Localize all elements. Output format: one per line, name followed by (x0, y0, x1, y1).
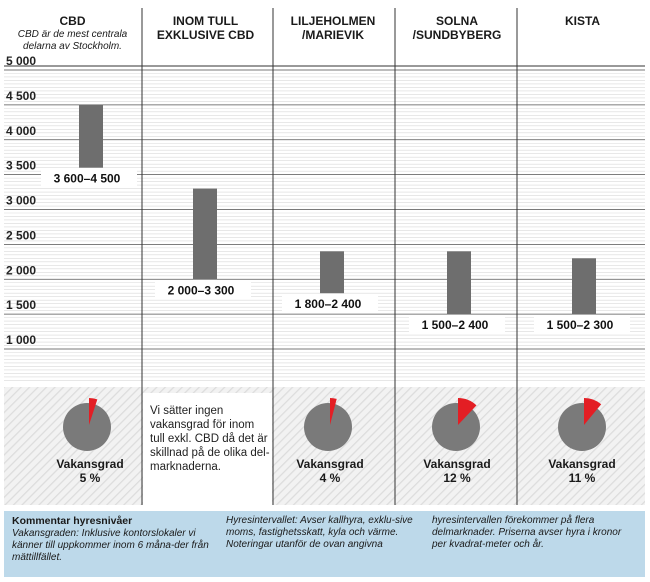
range-label-background (534, 316, 630, 334)
range-bars (79, 104, 596, 315)
vacancy-value: 11 % (568, 471, 596, 485)
vacancy-pie (432, 403, 480, 451)
range-bar (447, 251, 471, 315)
range-bar (572, 258, 596, 315)
y-tick-label: 3 000 (6, 194, 36, 208)
vacancy-slice (330, 398, 337, 425)
vacancy-pies (63, 398, 606, 451)
column-header-kista: KISTA (520, 14, 645, 28)
range-label-background (282, 295, 378, 313)
vacancy-slice (584, 398, 602, 425)
vacancy-value: 12 % (443, 471, 471, 485)
y-tick-label: 3 500 (6, 159, 36, 173)
y-tick-label: 2 500 (6, 228, 36, 242)
column-title: INOM TULL EXKLUSIVE CBD (156, 14, 255, 42)
range-label-background (409, 316, 505, 334)
range-label: 1 500–2 300 (547, 318, 614, 332)
range-labels: 3 600–4 500 2 000–3 300 1 800–2 400 1 500–2… (41, 169, 630, 334)
chart: 1 000 1 500 2 000 2 500 3 000 3 500 4 000 4 500… (4, 8, 645, 505)
range-bar (320, 251, 344, 294)
vacancy-label: Vakansgrad (296, 457, 364, 471)
column-title: SOLNA /SUNDBYBERG (412, 14, 502, 42)
y-tick-label: 2 000 (6, 263, 36, 277)
column-dividers (141, 8, 518, 505)
column-title: LILJEHOLMEN /MARIEVIK (290, 14, 376, 42)
column-header-inom-tull: INOM TULL EXKLUSIVE CBD (145, 14, 266, 42)
vacancy-label: Vakansgrad (423, 457, 491, 471)
vacancy-label-cbd: Vakansgrad 5 % (40, 457, 140, 485)
y-tick-label: 4 000 (6, 124, 36, 138)
column-header-solna: SOLNA /SUNDBYBERG (402, 14, 512, 42)
comment-title: Kommentar hyresnivåer (12, 515, 133, 527)
note-background (143, 393, 272, 505)
vacancy-label-solna: Vakansgrad 12 % (407, 457, 507, 485)
vacancy-slice (458, 398, 477, 425)
vacancy-note: Vi sätter ingen vakansgrad för inom tull… (150, 405, 270, 473)
column-title: CBD (59, 14, 86, 28)
vacancy-pie (63, 403, 111, 451)
vacancy-pie (304, 403, 352, 451)
column-subtitle: CBD är de mest centrala delarna av Stock… (17, 29, 128, 52)
comment-col2: Hyresintervallet: Avser kallhyra, exklu-… (226, 515, 413, 550)
y-tick-label: 4 500 (6, 89, 36, 103)
range-bar (79, 104, 103, 168)
range-label: 3 600–4 500 (54, 172, 121, 186)
range-label-background (41, 169, 137, 187)
vacancy-pie (558, 403, 606, 451)
comment-col1: Vakansgraden: Inklusive kontorslokaler v… (12, 528, 209, 563)
vacancy-label-liljeholmen: Vakansgrad 4 % (280, 457, 380, 485)
range-label: 1 800–2 400 (295, 297, 362, 311)
column-header-liljeholmen: LILJEHOLMEN /MARIEVIK (285, 14, 381, 42)
vacancy-label-kista: Vakansgrad 11 % (532, 457, 632, 485)
vacancy-label: Vakansgrad (56, 457, 124, 471)
vacancy-value: 4 % (319, 471, 341, 485)
column-header-cbd: CBD CBD är de mest centrala delarna av S… (4, 14, 141, 53)
comment-col3: hyresintervallen förekommer på flera del… (432, 515, 622, 550)
range-bar (193, 188, 217, 280)
vacancy-label: Vakansgrad (548, 457, 616, 471)
y-tick-label: 5 000 (6, 54, 36, 68)
comment-box: Kommentar hyresnivåer Vakansgraden: Inkl… (4, 511, 645, 577)
range-label-background (155, 281, 251, 299)
range-label: 2 000–3 300 (168, 283, 235, 297)
y-tick-label: 1 500 (6, 298, 36, 312)
vacancy-slice (89, 398, 98, 425)
range-label: 1 500–2 400 (422, 318, 489, 332)
column-title: KISTA (564, 14, 601, 28)
y-axis-ticks: 1 000 1 500 2 000 2 500 3 000 3 500 4 000 4 500… (6, 54, 36, 347)
vacancy-value: 5 % (79, 471, 101, 485)
y-tick-label: 1 000 (6, 333, 36, 347)
